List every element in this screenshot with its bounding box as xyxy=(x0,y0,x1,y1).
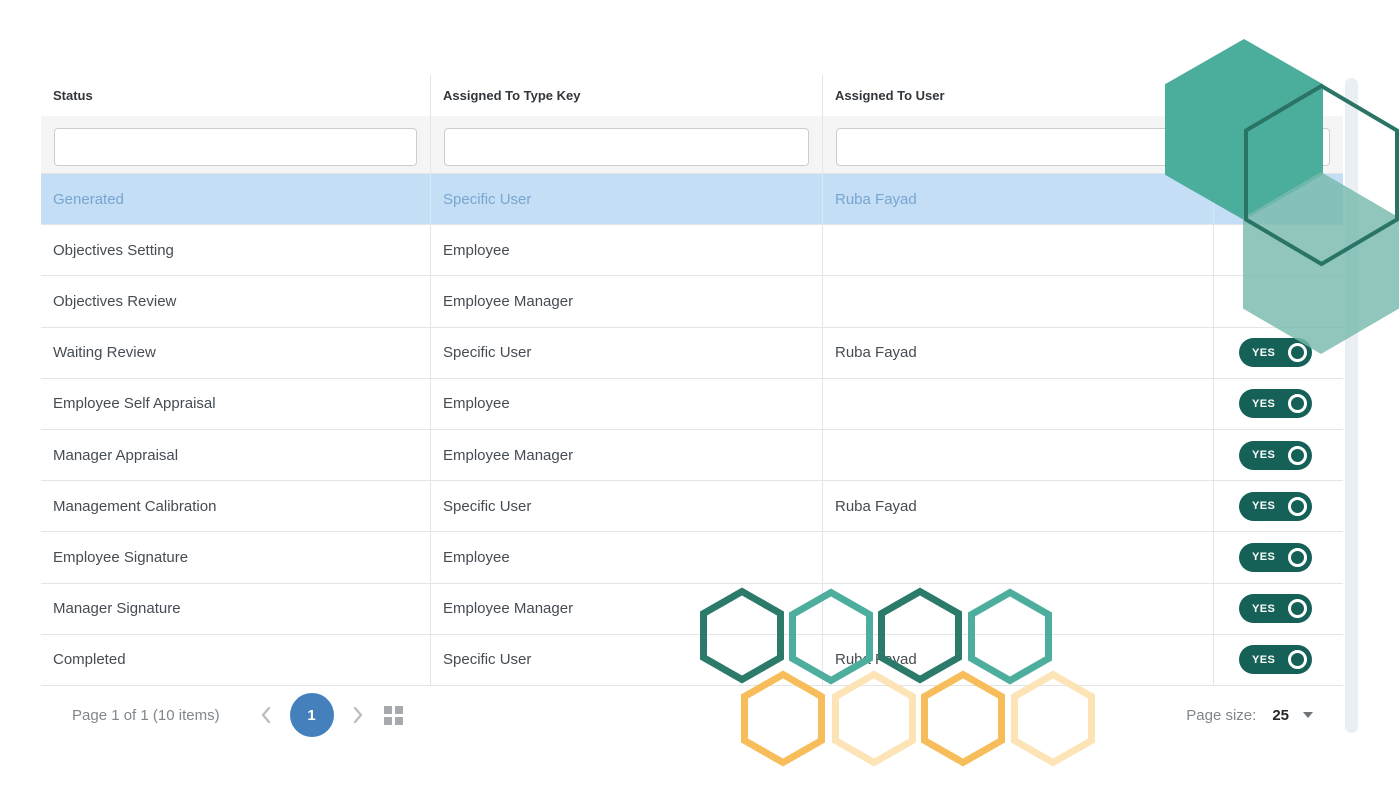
user-cell xyxy=(822,225,1213,276)
flag-cell xyxy=(1213,225,1343,276)
type-key-cell: Employee Manager xyxy=(430,583,822,634)
user-cell: Ruba Fayad xyxy=(822,634,1213,685)
status-cell: Waiting Review xyxy=(53,344,156,362)
toggle-label: YES xyxy=(1252,602,1276,615)
flag-cell: YES xyxy=(1213,634,1343,685)
table-row[interactable]: Generated Specific User Ruba Fayad xyxy=(41,174,1343,226)
toggle-knob-icon xyxy=(1288,650,1307,670)
toggle-knob-icon xyxy=(1288,547,1307,567)
yes-toggle[interactable]: YES xyxy=(1239,491,1312,521)
workflow-status-grid: Status Assigned To Type Key Assigned To … xyxy=(41,75,1343,686)
table-row[interactable]: Manager Appraisal Employee Manager YES xyxy=(41,429,1343,482)
toggle-knob-icon xyxy=(1288,445,1307,465)
toggle-label: YES xyxy=(1252,449,1276,462)
yes-toggle[interactable]: YES xyxy=(1239,338,1312,368)
page-size-label: Page size: xyxy=(1186,706,1257,724)
status-cell: Employee Signature xyxy=(53,548,189,566)
yes-toggle[interactable]: YES xyxy=(1239,594,1312,624)
status-cell: Management Calibration xyxy=(53,497,217,515)
filter-cell-user xyxy=(822,116,1213,173)
status-cell: Objectives Review xyxy=(53,292,177,310)
page-size-grid-icon[interactable] xyxy=(383,705,403,725)
chevron-left-icon xyxy=(261,706,270,724)
status-cell: Manager Appraisal xyxy=(53,446,179,464)
yes-toggle[interactable]: YES xyxy=(1239,389,1312,419)
type-key-cell: Specific User xyxy=(430,174,822,225)
status-cell: Generated xyxy=(53,190,124,208)
grid-header-row: Status Assigned To Type Key Assigned To … xyxy=(41,75,1343,116)
user-cell: Ruba Fayad xyxy=(822,327,1213,378)
yes-toggle[interactable]: YES xyxy=(1239,542,1312,572)
vertical-scrollbar[interactable] xyxy=(1345,78,1358,733)
user-cell: Ruba Fayad xyxy=(822,174,1213,225)
column-header-assigned-to-user[interactable]: Assigned To User xyxy=(822,75,1213,116)
toggle-knob-icon xyxy=(1288,599,1307,619)
type-key-cell: Employee Manager xyxy=(430,429,822,481)
status-cell: Objectives Setting xyxy=(53,241,174,259)
type-key-cell: Specific User xyxy=(430,327,822,378)
filter-input-user[interactable] xyxy=(836,128,1200,166)
table-row[interactable]: Objectives Setting Employee xyxy=(41,225,1343,277)
status-cell: Employee Self Appraisal xyxy=(53,395,216,413)
user-cell xyxy=(822,429,1213,481)
page-size-value[interactable]: 25 xyxy=(1272,706,1289,724)
table-row[interactable]: Objectives Review Employee Manager xyxy=(41,276,1343,328)
filter-input-type-key[interactable] xyxy=(444,128,809,166)
column-header-flag[interactable] xyxy=(1213,75,1343,116)
user-cell xyxy=(822,532,1213,583)
filter-input-status[interactable] xyxy=(54,128,417,166)
user-cell: Ruba Fayad xyxy=(822,481,1213,532)
page-summary: Page 1 of 1 (10 items) xyxy=(72,706,220,724)
flag-cell xyxy=(1213,174,1343,225)
flag-cell xyxy=(1213,276,1343,327)
next-page-button[interactable] xyxy=(351,704,365,726)
filter-input-flag[interactable] xyxy=(1227,128,1330,166)
toggle-knob-icon xyxy=(1288,394,1307,414)
table-row[interactable]: Employee Self Appraisal Employee YES xyxy=(41,378,1343,430)
type-key-cell: Employee xyxy=(430,532,822,583)
type-key-cell: Specific User xyxy=(430,481,822,532)
flag-cell: YES xyxy=(1213,481,1343,532)
status-cell: Manager Signature xyxy=(53,600,181,618)
flag-cell: YES xyxy=(1213,583,1343,634)
toggle-knob-icon xyxy=(1288,343,1307,363)
table-row[interactable]: Completed Specific User Ruba Fayad YES xyxy=(41,634,1343,686)
type-key-cell: Employee Manager xyxy=(430,276,822,327)
yes-toggle[interactable]: YES xyxy=(1239,440,1312,470)
toggle-label: YES xyxy=(1252,500,1276,513)
user-cell xyxy=(822,583,1213,634)
type-key-cell: Employee xyxy=(430,225,822,276)
toggle-knob-icon xyxy=(1288,496,1307,516)
toggle-label: YES xyxy=(1252,653,1276,666)
user-cell xyxy=(822,276,1213,327)
flag-cell: YES xyxy=(1213,327,1343,378)
filter-cell-type-key xyxy=(430,116,822,173)
column-header-status[interactable]: Status xyxy=(53,88,93,103)
caret-down-icon[interactable] xyxy=(1303,712,1313,718)
chevron-right-icon xyxy=(353,706,362,724)
flag-cell: YES xyxy=(1213,429,1343,481)
filter-cell-flag xyxy=(1213,116,1343,173)
column-header-assigned-to-type-key[interactable]: Assigned To Type Key xyxy=(430,75,822,116)
user-cell xyxy=(822,378,1213,429)
toggle-label: YES xyxy=(1252,397,1276,410)
flag-cell: YES xyxy=(1213,378,1343,429)
table-row[interactable]: Manager Signature Employee Manager YES xyxy=(41,583,1343,635)
table-row[interactable]: Employee Signature Employee YES xyxy=(41,532,1343,584)
pagination-bar: Page 1 of 1 (10 items) 1 Page size: 25 xyxy=(41,686,1343,744)
toggle-label: YES xyxy=(1252,346,1276,359)
status-cell: Completed xyxy=(53,651,126,669)
filter-row xyxy=(41,116,1343,174)
toggle-label: YES xyxy=(1252,551,1276,564)
yes-toggle[interactable]: YES xyxy=(1239,645,1312,675)
previous-page-button[interactable] xyxy=(259,704,273,726)
page-1-button[interactable]: 1 xyxy=(289,693,334,737)
type-key-cell: Specific User xyxy=(430,634,822,685)
table-row[interactable]: Management Calibration Specific User Rub… xyxy=(41,481,1343,533)
type-key-cell: Employee xyxy=(430,378,822,429)
filter-cell-status xyxy=(41,116,430,173)
table-row[interactable]: Waiting Review Specific User Ruba Fayad … xyxy=(41,327,1343,379)
flag-cell: YES xyxy=(1213,532,1343,583)
